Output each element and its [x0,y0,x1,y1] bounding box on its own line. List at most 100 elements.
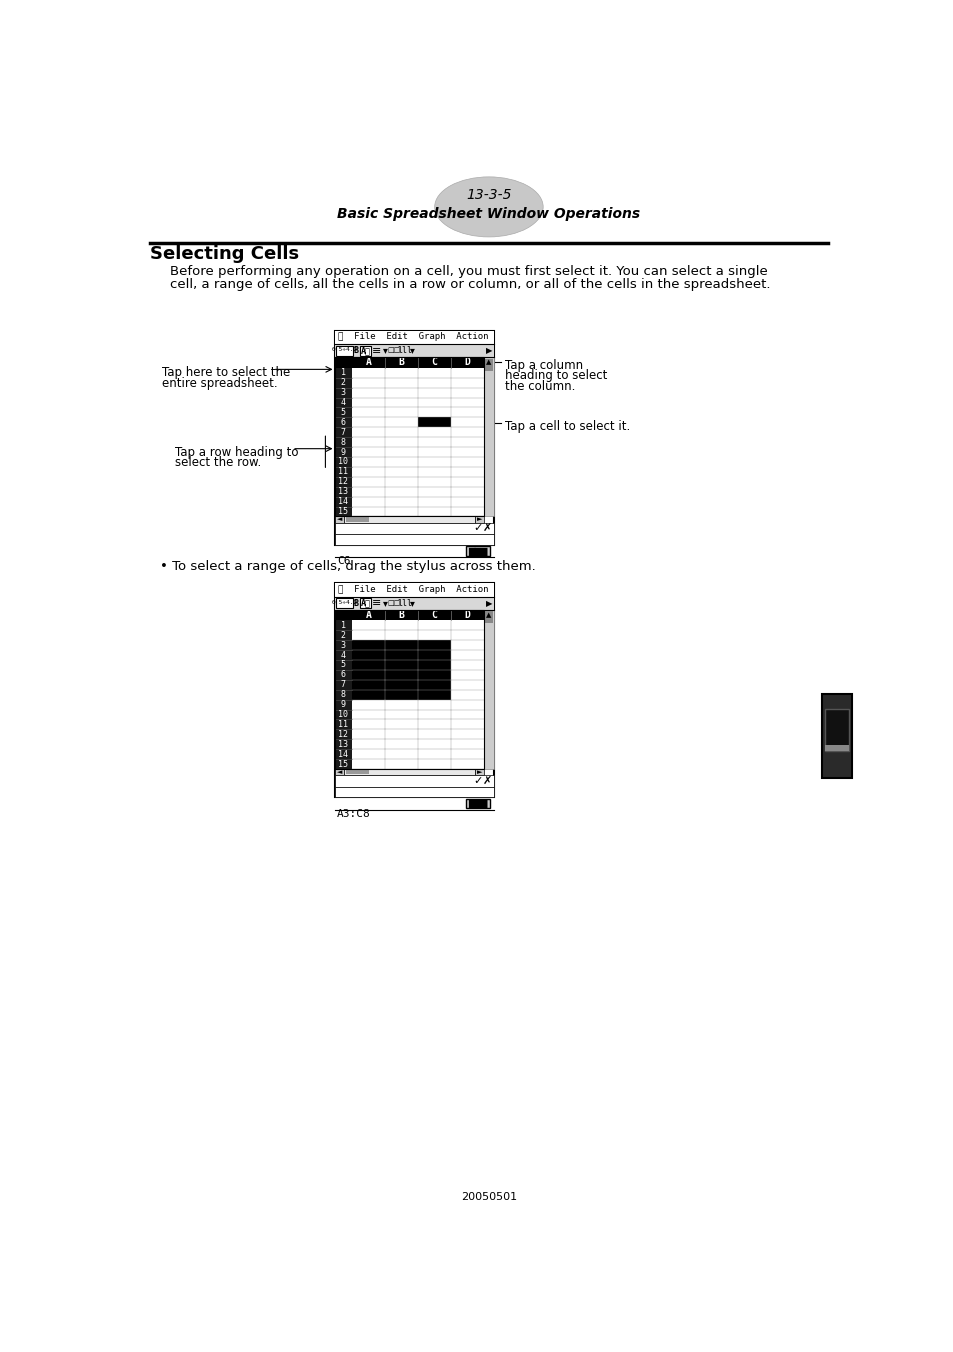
Bar [335,496,352,507]
Text: ▲: ▲ [486,360,491,365]
Bar [384,749,417,758]
Bar [384,388,417,397]
Bar [335,377,352,388]
Text: 11: 11 [338,719,348,729]
Bar [384,477,417,487]
Text: ✓: ✓ [473,523,482,534]
Text: Before performing any operation on a cell, you must first select it. You can sel: Before performing any operation on a cel… [170,265,766,277]
Bar [384,758,417,769]
Bar [384,671,417,680]
Text: B: B [354,346,358,356]
Bar [335,598,353,608]
Bar [335,641,352,650]
Bar [335,584,493,798]
Bar [417,477,451,487]
Bar [335,448,352,457]
Text: 2: 2 [340,631,345,639]
Bar [451,710,484,719]
Text: ⯈  File  Edit  Graph  Action: ⯈ File Edit Graph Action [337,333,488,342]
Bar [417,729,451,740]
Bar [466,799,489,808]
Text: A⁄: A⁄ [360,346,371,356]
Bar [417,758,451,769]
Text: 9: 9 [340,700,345,708]
Bar [352,650,384,660]
Text: Selecting Cells: Selecting Cells [150,246,299,264]
Bar [335,523,493,534]
Bar [352,437,384,448]
Bar [352,729,384,740]
Text: select the row.: select the row. [174,457,261,469]
Text: 4: 4 [340,397,345,407]
Bar [335,630,352,641]
Text: 15: 15 [338,507,348,516]
Bar [451,407,484,418]
Bar [451,719,484,729]
Bar [384,407,417,418]
Bar [335,584,493,596]
Bar [352,758,384,769]
Text: ►: ► [476,769,482,775]
Bar [384,448,417,457]
Bar [417,719,451,729]
Bar [335,650,352,660]
Bar [417,507,451,516]
Text: ▾: ▾ [410,598,415,608]
Bar [345,769,369,775]
Bar [417,740,451,749]
Text: 2: 2 [340,379,345,387]
Bar [345,518,369,522]
Bar [335,466,352,477]
Ellipse shape [435,177,542,237]
Bar [352,418,384,427]
Bar [475,769,484,775]
Bar [451,729,484,740]
Bar [335,357,484,516]
Bar [384,690,417,699]
Bar [335,331,493,545]
Text: 7: 7 [340,680,345,690]
Bar [352,749,384,758]
Bar [352,368,384,377]
Bar [352,377,384,388]
Bar [335,610,352,621]
Text: 0.5÷4.2: 0.5÷4.2 [332,600,357,604]
Text: ◄: ◄ [336,769,342,775]
Bar [417,680,451,690]
Bar [335,775,493,787]
Bar [417,418,451,427]
Text: ▾: ▾ [410,346,415,356]
Text: Tap a column: Tap a column [505,358,582,372]
Text: 13-3-5: 13-3-5 [466,188,511,203]
Text: 10: 10 [338,457,348,466]
Bar [451,427,484,437]
Bar [384,740,417,749]
Bar [352,610,484,621]
Bar [451,437,484,448]
Bar [384,368,417,377]
Bar [484,358,493,370]
Text: B: B [398,610,404,621]
Text: 7: 7 [340,427,345,437]
Bar [451,507,484,516]
Bar [344,516,475,523]
Bar [335,418,352,427]
Text: cell, a range of cells, all the cells in a row or column, or all of the cells in: cell, a range of cells, all the cells in… [170,277,769,291]
Bar [335,729,352,740]
Bar [451,749,484,758]
Text: 6: 6 [340,418,345,427]
Bar [417,749,451,758]
Bar [417,448,451,457]
Bar [451,680,484,690]
Text: the column.: the column. [505,380,575,393]
Bar [335,621,352,630]
Bar [335,487,352,496]
Bar [484,357,493,368]
Bar [451,660,484,671]
Bar [384,457,417,466]
Bar [451,368,484,377]
Bar [451,487,484,496]
Bar [451,650,484,660]
Bar [451,418,484,427]
Bar [484,357,493,516]
